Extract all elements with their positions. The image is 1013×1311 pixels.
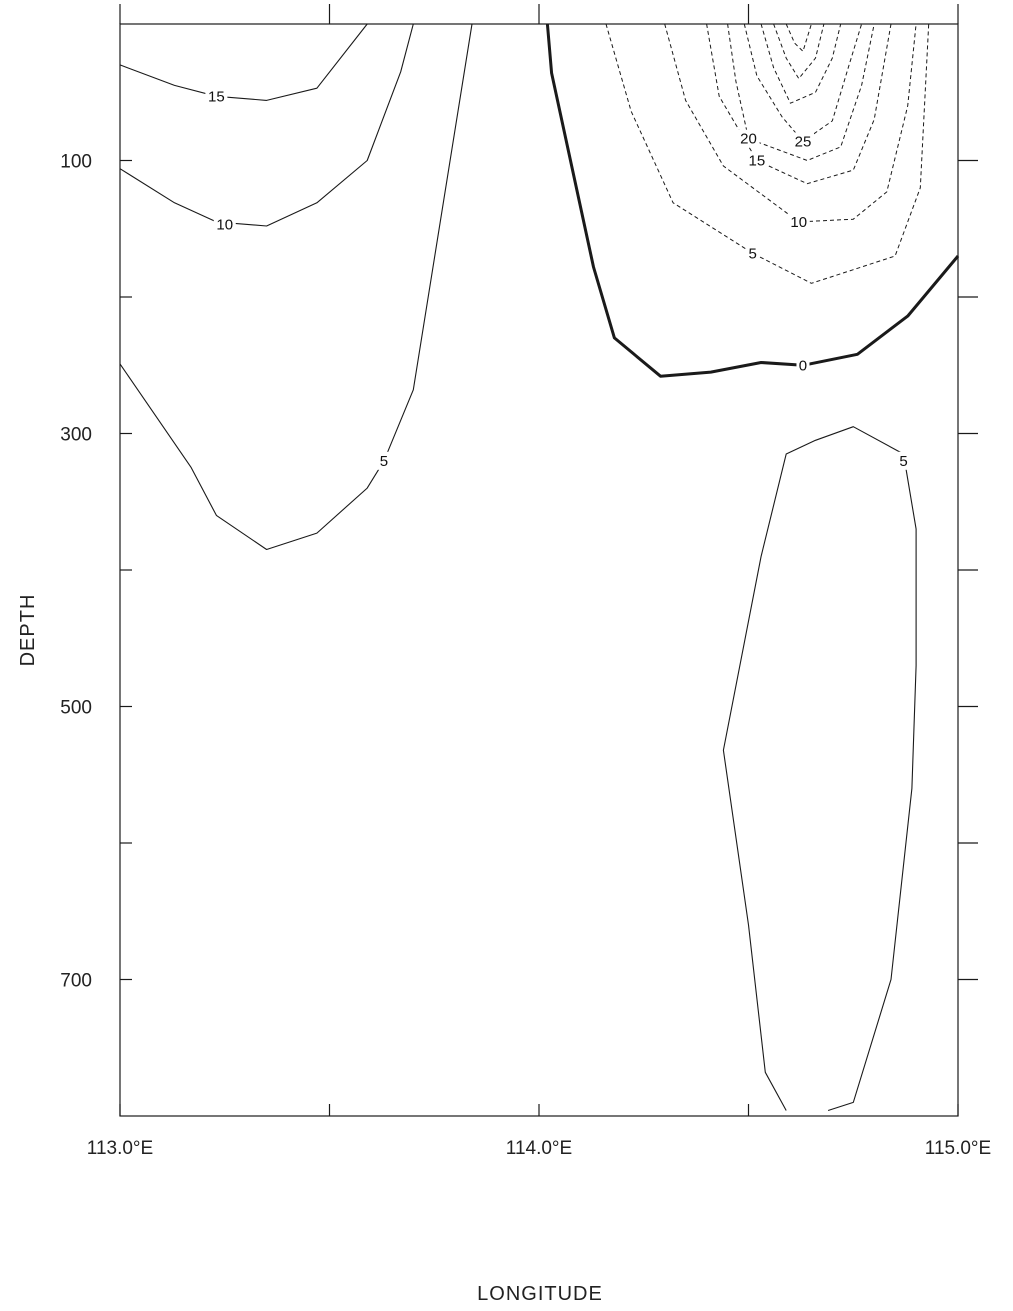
x-tick-label: 113.0°E: [87, 1138, 153, 1159]
contour-line--40: [785, 23, 812, 52]
contour-label-bg: [205, 87, 228, 106]
contour-line-0: [545, 23, 960, 378]
contour-line-10: [119, 23, 414, 227]
contour-line--15: [706, 23, 892, 185]
axis-ticks: [119, 4, 978, 1116]
x-axis-title: LONGITUDE: [477, 1283, 603, 1305]
plot-border: [119, 23, 959, 1117]
contour-label: 10: [216, 217, 233, 234]
contour-line-15: [119, 23, 368, 101]
contour-line--20: [727, 23, 875, 161]
contour-labels: 15 10 5 0 5 5 10 15 20 25: [205, 87, 911, 470]
contour-label-bg: [377, 451, 391, 470]
contour-line--25: [743, 23, 863, 142]
contour-label-bg: [213, 215, 236, 234]
contour-label: 25: [795, 133, 812, 150]
contour-lines: [119, 23, 960, 1112]
contour-line-5-east: [722, 426, 917, 1112]
contour-label: 0: [799, 357, 807, 374]
x-tick-label: 114.0°E: [506, 1138, 572, 1159]
contour-line--10: [664, 23, 917, 223]
contour-label: 5: [380, 453, 388, 470]
x-tick-label: 115.0°E: [925, 1138, 991, 1159]
contour-label-bg: [737, 129, 760, 148]
contour-label-bg: [791, 132, 814, 151]
contour-label-bg: [745, 151, 768, 170]
plot-frame: [119, 23, 959, 1117]
contour-label: 5: [899, 453, 907, 470]
y-tick-label: 300: [60, 425, 92, 446]
contour-line--30: [760, 23, 842, 104]
contour-label: 5: [749, 245, 757, 262]
contour-label-bg: [796, 356, 810, 375]
contour-label: 10: [790, 214, 807, 231]
contour-line--35: [773, 23, 825, 80]
y-tick-label: 700: [60, 971, 92, 992]
contour-label: 15: [749, 153, 766, 170]
y-tick-label: 100: [60, 152, 92, 173]
contour-label-bg: [897, 451, 911, 470]
contour-label: 20: [740, 131, 757, 148]
contour-line--5: [605, 23, 930, 284]
contour-label-bg: [787, 212, 810, 231]
contour-line-5: [119, 23, 473, 551]
y-tick-label: 500: [60, 698, 92, 719]
contour-label: 15: [208, 88, 225, 105]
y-axis-title: DEPTH: [17, 594, 39, 667]
contour-label-bg: [746, 244, 760, 263]
